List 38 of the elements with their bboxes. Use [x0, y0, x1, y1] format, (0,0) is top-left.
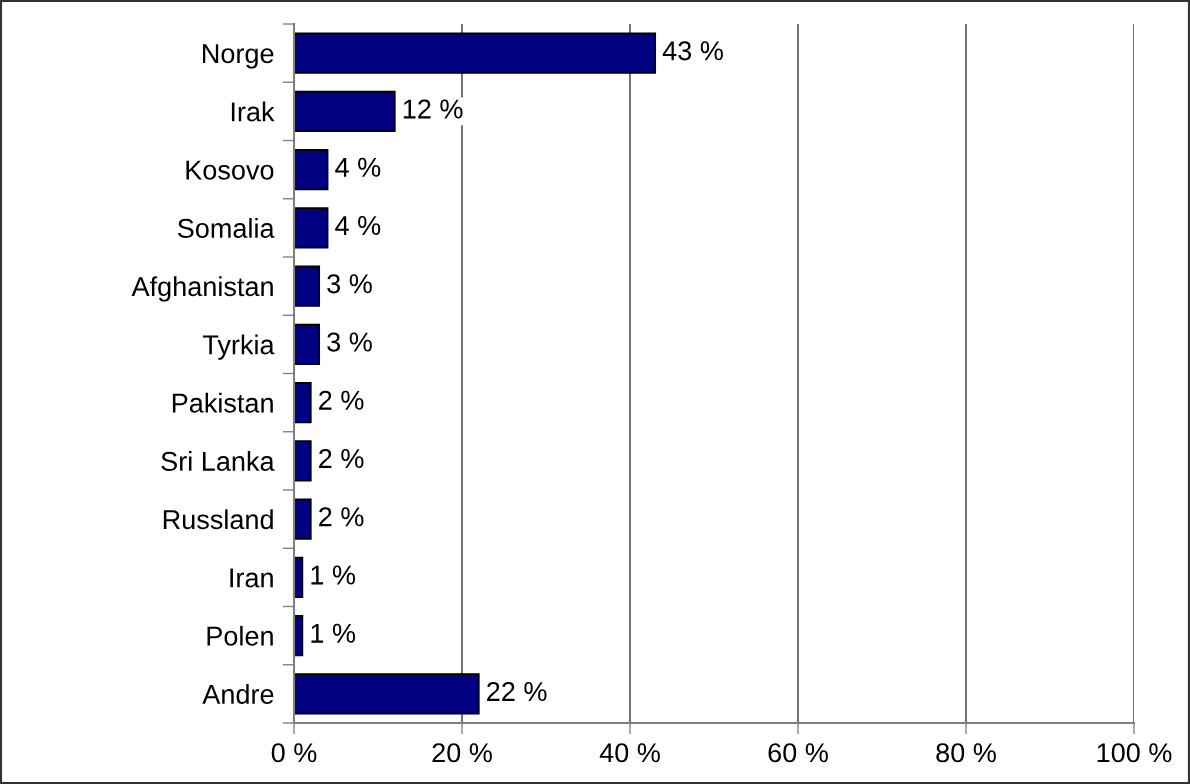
y-tick-label: Polen	[207, 625, 273, 646]
x-tick-label: 80 %	[936, 743, 996, 763]
bar	[294, 265, 321, 307]
data-label: 4 %	[335, 216, 381, 236]
data-label: 2 %	[319, 390, 364, 410]
x-tick-label: 40 %	[599, 743, 660, 763]
data-label: 1 %	[311, 623, 356, 643]
bar	[294, 148, 329, 191]
bar	[294, 498, 312, 540]
data-label: 3 %	[327, 274, 372, 294]
y-tick-label: Pakistan	[172, 392, 273, 413]
y-tick-label: Tyrkia	[202, 334, 275, 360]
data-label: 2 %	[319, 448, 364, 469]
x-tick-label: 20 %	[432, 743, 492, 763]
y-tick-label: Russland	[163, 509, 273, 530]
y-tick-label: Iran	[230, 568, 273, 588]
y-tick-label: Norge	[203, 44, 274, 69]
data-label: 22 %	[487, 681, 547, 702]
y-tick-label: Afghanistan	[131, 276, 273, 302]
x-tick-label: 100 %	[1097, 743, 1172, 763]
bar	[294, 440, 312, 482]
data-label: 1 %	[311, 565, 356, 585]
y-tick-label: Andre	[202, 684, 274, 704]
data-label: 12 %	[403, 99, 463, 119]
x-tick-label: 0 %	[271, 743, 317, 763]
bar	[294, 323, 321, 366]
y-tick-label: Somalia	[177, 218, 275, 238]
bar	[294, 381, 312, 424]
y-tick-label: Sri Lanka	[161, 451, 275, 471]
bar	[294, 207, 329, 249]
data-label: 3 %	[327, 332, 372, 352]
data-label: 2 %	[319, 507, 364, 527]
y-tick-label: Irak	[231, 101, 275, 122]
data-label: 43 %	[662, 41, 723, 61]
bar	[294, 90, 396, 133]
data-label: 4 %	[335, 157, 381, 177]
y-tick-label: Kosovo	[186, 160, 274, 180]
x-tick-label: 60 %	[768, 743, 828, 763]
